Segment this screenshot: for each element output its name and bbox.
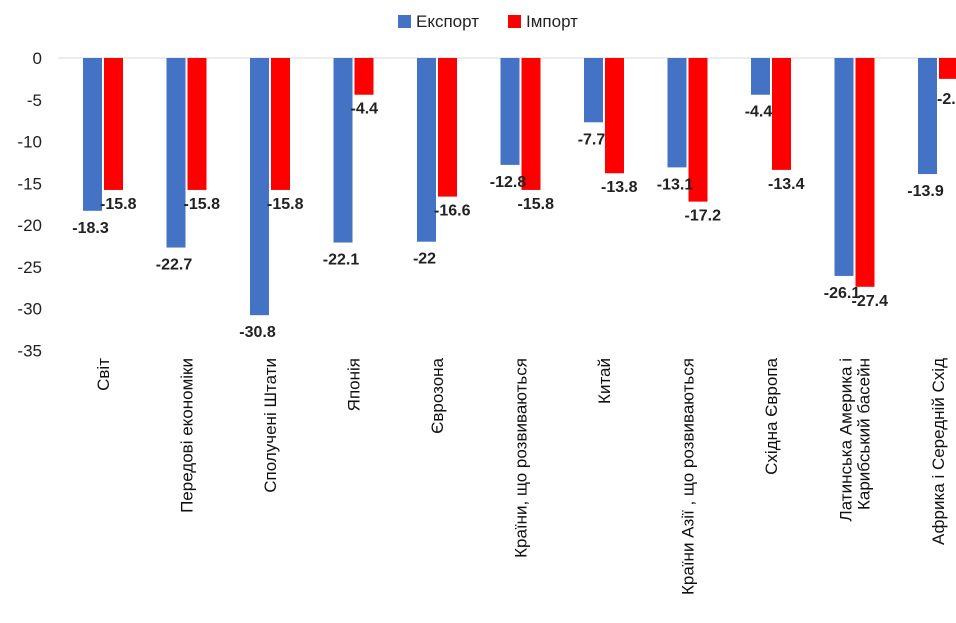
- y-tick-label: -35: [17, 341, 42, 360]
- data-label-import: -13.8: [601, 179, 638, 196]
- data-label-import: -27.4: [852, 293, 889, 310]
- bar-export: [918, 58, 937, 175]
- data-label-export: -12.8: [490, 174, 527, 191]
- category-label: Східна Європа: [762, 357, 781, 474]
- bar-export: [584, 58, 603, 123]
- legend: Експорт Імпорт: [398, 12, 578, 31]
- bar-import: [772, 58, 791, 170]
- data-label-import: -2.5: [937, 91, 956, 108]
- data-label-import: -15.8: [518, 196, 555, 213]
- bar-import: [605, 58, 624, 174]
- bar-import: [438, 58, 457, 197]
- bar-import: [688, 58, 708, 202]
- y-tick-label: -30: [17, 300, 42, 319]
- bar-export: [166, 58, 186, 248]
- data-label-export: -18.3: [72, 220, 109, 237]
- data-label-export: -7.7: [578, 131, 606, 148]
- data-label-export: -22.7: [156, 257, 193, 274]
- y-tick-label: -25: [17, 258, 42, 277]
- bar-import: [271, 58, 290, 190]
- bar-export: [667, 58, 687, 168]
- data-label-import: -16.6: [434, 203, 471, 220]
- y-tick-label: -15: [17, 174, 42, 193]
- data-label-export: -30.8: [239, 324, 276, 341]
- y-axis: 0 -5 -10 -15 -20 -25 -30 -35: [17, 49, 42, 360]
- bar-import: [521, 58, 541, 190]
- y-tick-label: -20: [17, 216, 42, 235]
- bar-import: [104, 58, 123, 190]
- data-label-import: -15.8: [100, 196, 137, 213]
- data-label-import: -15.8: [267, 196, 304, 213]
- category-label: Японія: [345, 358, 364, 411]
- bar-import: [855, 58, 875, 287]
- category-label: Китай: [595, 358, 614, 404]
- data-label-import: -4.4: [351, 101, 379, 118]
- bar-export: [834, 58, 854, 276]
- bars: [83, 58, 956, 316]
- category-label: Передові економіки: [178, 358, 197, 513]
- category-label: Єврозона: [428, 357, 447, 433]
- legend-swatch-import: [508, 15, 521, 28]
- data-label-export: -13.1: [657, 176, 694, 193]
- data-label-export: -26.1: [824, 285, 861, 302]
- data-label-import: -15.8: [184, 196, 221, 213]
- legend-swatch-export: [398, 15, 411, 28]
- y-tick-label: -5: [27, 91, 42, 110]
- bar-export: [417, 58, 436, 242]
- data-label-import: -17.2: [685, 208, 722, 225]
- bar-import: [187, 58, 207, 190]
- bar-export: [751, 58, 770, 95]
- bar-export: [83, 58, 102, 211]
- category-label: Латинська Америка і: [837, 358, 856, 521]
- category-label: Країни Азії , що розвиваються: [679, 358, 698, 595]
- y-tick-label: -10: [17, 133, 42, 152]
- bar-export: [333, 58, 353, 243]
- y-tick-label: 0: [33, 49, 42, 68]
- data-label-import: -13.4: [768, 176, 805, 193]
- data-label-export: -22.1: [323, 252, 360, 269]
- bar-export: [500, 58, 520, 165]
- data-label-export: -13.9: [907, 183, 944, 200]
- legend-label-export: Експорт: [416, 12, 479, 31]
- category-label: Африка і Середній Схід: [929, 358, 948, 545]
- data-label-export: -4.4: [745, 104, 773, 121]
- category-label: Карибський басейн: [855, 358, 874, 510]
- category-label: Світ: [94, 358, 113, 391]
- category-label: Країни, що розвиваються: [512, 358, 531, 558]
- bar-import: [939, 58, 956, 79]
- category-label: Сполучені Штати: [261, 358, 280, 493]
- data-label-export: -22: [413, 251, 436, 268]
- category-labels: Світ Передові економіки Сполучені Штати Япо…: [94, 357, 948, 595]
- bar-import: [354, 58, 374, 95]
- bar-export: [250, 58, 269, 316]
- data-labels: -18.3 -15.8 -22.7 -15.8 -30.8 -15.8 -22.1 -4.4 -…: [72, 91, 956, 341]
- legend-label-import: Імпорт: [526, 12, 578, 31]
